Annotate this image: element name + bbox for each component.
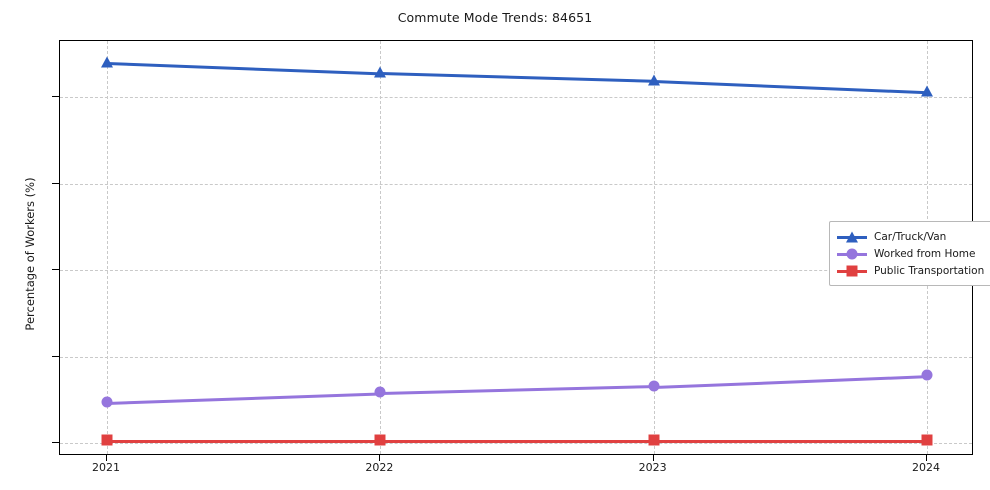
data-point-marker: [101, 396, 113, 408]
x-tick-label: 2022: [365, 461, 394, 474]
x-tick-label: 2024: [912, 461, 940, 474]
legend-swatch-icon: [837, 231, 867, 243]
data-point-marker: [374, 66, 387, 78]
data-point-marker: [648, 434, 660, 446]
legend-item[interactable]: Public Transportation: [837, 262, 984, 279]
series-car-truck-van: [60, 41, 972, 454]
data-point-marker: [374, 386, 386, 398]
chart-legend: Car/Truck/Van Worked from Home Public Tran…: [829, 221, 990, 286]
series-worked-from-home: [60, 41, 972, 454]
series-public-transportation: [60, 41, 972, 454]
x-tick-label: 2023: [638, 461, 667, 474]
data-point-marker: [921, 369, 933, 381]
y-tick-mark: [52, 96, 59, 98]
series-layer: [60, 41, 972, 454]
legend-item[interactable]: Worked from Home: [837, 245, 984, 262]
legend-item-label: Car/Truck/Van: [874, 230, 947, 243]
legend-item-label: Worked from Home: [874, 247, 976, 260]
data-point-marker: [921, 434, 933, 446]
data-point-marker: [647, 74, 660, 86]
y-tick-mark: [52, 355, 59, 357]
series-line-segment: [653, 439, 927, 443]
chart-title: Commute Mode Trends: 84651: [397, 10, 593, 25]
x-tick-mark: [652, 455, 654, 461]
y-axis-label: Percentage of Workers (%): [23, 177, 37, 331]
data-point-marker: [101, 56, 113, 68]
legend-swatch-icon: [837, 248, 867, 260]
data-point-marker: [921, 85, 933, 97]
legend-item-label: Public Transportation: [874, 264, 985, 277]
x-tick-label: 2021: [92, 461, 120, 474]
data-point-marker: [374, 434, 386, 446]
y-tick-mark: [52, 269, 59, 271]
plot-area: [59, 40, 973, 455]
legend-swatch-icon: [837, 265, 867, 277]
x-tick-mark: [926, 455, 927, 461]
series-line-segment: [107, 439, 381, 443]
y-tick-mark: [52, 442, 59, 444]
legend-item[interactable]: Car/Truck/Van: [837, 228, 984, 245]
y-tick-mark: [52, 182, 59, 184]
series-line-segment: [380, 439, 654, 443]
x-tick-mark: [106, 455, 107, 461]
data-point-marker: [101, 434, 113, 446]
data-point-marker: [648, 380, 660, 392]
x-tick-mark: [379, 455, 381, 461]
